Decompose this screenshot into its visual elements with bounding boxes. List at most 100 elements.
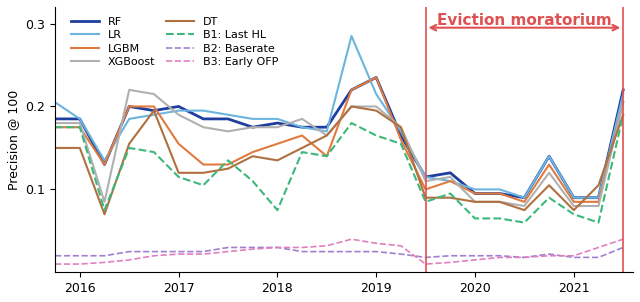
B2: Baserate: (2.02e+03, 0.03): Baserate: (2.02e+03, 0.03) xyxy=(620,246,627,249)
B1: Last HL: (2.02e+03, 0.085): Last HL: (2.02e+03, 0.085) xyxy=(422,200,429,204)
LR xyxy=(125,117,133,121)
RF xyxy=(570,196,578,200)
XGBoost xyxy=(520,204,528,208)
LR xyxy=(76,117,84,121)
LGBM xyxy=(422,188,429,191)
LR xyxy=(471,188,479,191)
B3: Early OFP: (2.02e+03, 0.01): Early OFP: (2.02e+03, 0.01) xyxy=(76,262,84,266)
B2: Baserate: (2.02e+03, 0.03): Baserate: (2.02e+03, 0.03) xyxy=(224,246,232,249)
LGBM xyxy=(298,134,306,137)
LR xyxy=(595,196,602,200)
B3: Early OFP: (2.02e+03, 0.028): Early OFP: (2.02e+03, 0.028) xyxy=(249,247,257,251)
B3: Early OFP: (2.02e+03, 0.01): Early OFP: (2.02e+03, 0.01) xyxy=(422,262,429,266)
XGBoost xyxy=(224,130,232,133)
B2: Baserate: (2.02e+03, 0.02): Baserate: (2.02e+03, 0.02) xyxy=(76,254,84,258)
B1: Last HL: (2.02e+03, 0.135): Last HL: (2.02e+03, 0.135) xyxy=(224,159,232,162)
LGBM xyxy=(348,88,355,92)
LR xyxy=(150,113,157,117)
B1: Last HL: (2.02e+03, 0.09): Last HL: (2.02e+03, 0.09) xyxy=(545,196,553,200)
B2: Baserate: (2.02e+03, 0.02): Baserate: (2.02e+03, 0.02) xyxy=(100,254,108,258)
DT xyxy=(545,183,553,187)
DT xyxy=(249,154,257,158)
RF xyxy=(76,117,84,121)
LGBM xyxy=(224,163,232,166)
B1: Last HL: (2.02e+03, 0.175): Last HL: (2.02e+03, 0.175) xyxy=(76,125,84,129)
B2: Baserate: (2.02e+03, 0.018): Baserate: (2.02e+03, 0.018) xyxy=(595,255,602,259)
RF xyxy=(200,117,207,121)
B3: Early OFP: (2.02e+03, 0.032): Early OFP: (2.02e+03, 0.032) xyxy=(323,244,331,248)
B3: Early OFP: (2.02e+03, 0.01): Early OFP: (2.02e+03, 0.01) xyxy=(51,262,59,266)
DT xyxy=(397,125,404,129)
XGBoost xyxy=(570,204,578,208)
DT xyxy=(175,171,182,175)
B1: Last HL: (2.02e+03, 0.095): Last HL: (2.02e+03, 0.095) xyxy=(447,192,454,195)
LR xyxy=(397,130,404,133)
B3: Early OFP: (2.02e+03, 0.03): Early OFP: (2.02e+03, 0.03) xyxy=(595,246,602,249)
LGBM xyxy=(76,125,84,129)
B2: Baserate: (2.02e+03, 0.02): Baserate: (2.02e+03, 0.02) xyxy=(496,254,504,258)
B3: Early OFP: (2.02e+03, 0.012): Early OFP: (2.02e+03, 0.012) xyxy=(447,261,454,264)
Y-axis label: Precision @ 100: Precision @ 100 xyxy=(7,89,20,190)
RF xyxy=(447,171,454,175)
B2: Baserate: (2.02e+03, 0.022): Baserate: (2.02e+03, 0.022) xyxy=(397,252,404,256)
Line: B3: Early OFP: B3: Early OFP xyxy=(55,239,623,264)
LR xyxy=(273,117,281,121)
LR xyxy=(447,179,454,183)
B3: Early OFP: (2.02e+03, 0.022): Early OFP: (2.02e+03, 0.022) xyxy=(200,252,207,256)
LR xyxy=(620,92,627,96)
B2: Baserate: (2.02e+03, 0.025): Baserate: (2.02e+03, 0.025) xyxy=(372,250,380,253)
XGBoost xyxy=(200,125,207,129)
XGBoost xyxy=(125,88,133,92)
RF xyxy=(496,192,504,195)
LR xyxy=(175,109,182,112)
DT xyxy=(595,183,602,187)
RF xyxy=(372,76,380,79)
Line: LR: LR xyxy=(55,36,623,198)
B3: Early OFP: (2.02e+03, 0.035): Early OFP: (2.02e+03, 0.035) xyxy=(372,242,380,245)
LGBM xyxy=(496,192,504,195)
LGBM xyxy=(125,105,133,108)
B2: Baserate: (2.02e+03, 0.022): Baserate: (2.02e+03, 0.022) xyxy=(545,252,553,256)
B1: Last HL: (2.02e+03, 0.11): Last HL: (2.02e+03, 0.11) xyxy=(249,179,257,183)
LR xyxy=(520,196,528,200)
LR xyxy=(224,113,232,117)
LR xyxy=(298,125,306,129)
B2: Baserate: (2.02e+03, 0.025): Baserate: (2.02e+03, 0.025) xyxy=(125,250,133,253)
LGBM xyxy=(520,200,528,204)
Line: B1: Last HL: B1: Last HL xyxy=(55,115,623,223)
B1: Last HL: (2.02e+03, 0.065): Last HL: (2.02e+03, 0.065) xyxy=(471,217,479,220)
Line: B2: Baserate: B2: Baserate xyxy=(55,247,623,257)
RF xyxy=(298,125,306,129)
DT xyxy=(520,208,528,212)
LR xyxy=(496,188,504,191)
B3: Early OFP: (2.02e+03, 0.03): Early OFP: (2.02e+03, 0.03) xyxy=(298,246,306,249)
Line: DT: DT xyxy=(55,107,623,214)
B1: Last HL: (2.02e+03, 0.19): Last HL: (2.02e+03, 0.19) xyxy=(620,113,627,117)
DT xyxy=(150,109,157,112)
LR xyxy=(348,34,355,38)
XGBoost xyxy=(372,105,380,108)
LGBM xyxy=(200,163,207,166)
LR xyxy=(249,117,257,121)
LGBM xyxy=(447,179,454,183)
B2: Baserate: (2.02e+03, 0.025): Baserate: (2.02e+03, 0.025) xyxy=(298,250,306,253)
B1: Last HL: (2.02e+03, 0.15): Last HL: (2.02e+03, 0.15) xyxy=(125,146,133,150)
RF xyxy=(249,125,257,129)
LGBM xyxy=(595,200,602,204)
RF xyxy=(620,88,627,92)
XGBoost xyxy=(298,117,306,121)
DT xyxy=(298,146,306,150)
RF xyxy=(175,105,182,108)
RF xyxy=(224,117,232,121)
DT xyxy=(323,134,331,137)
B1: Last HL: (2.02e+03, 0.06): Last HL: (2.02e+03, 0.06) xyxy=(595,221,602,224)
B1: Last HL: (2.02e+03, 0.14): Last HL: (2.02e+03, 0.14) xyxy=(323,154,331,158)
B2: Baserate: (2.02e+03, 0.025): Baserate: (2.02e+03, 0.025) xyxy=(200,250,207,253)
B3: Early OFP: (2.02e+03, 0.04): Early OFP: (2.02e+03, 0.04) xyxy=(348,237,355,241)
B3: Early OFP: (2.02e+03, 0.02): Early OFP: (2.02e+03, 0.02) xyxy=(150,254,157,258)
XGBoost xyxy=(249,125,257,129)
DT xyxy=(51,146,59,150)
LR xyxy=(323,130,331,133)
B2: Baserate: (2.02e+03, 0.03): Baserate: (2.02e+03, 0.03) xyxy=(273,246,281,249)
B1: Last HL: (2.02e+03, 0.145): Last HL: (2.02e+03, 0.145) xyxy=(150,150,157,154)
